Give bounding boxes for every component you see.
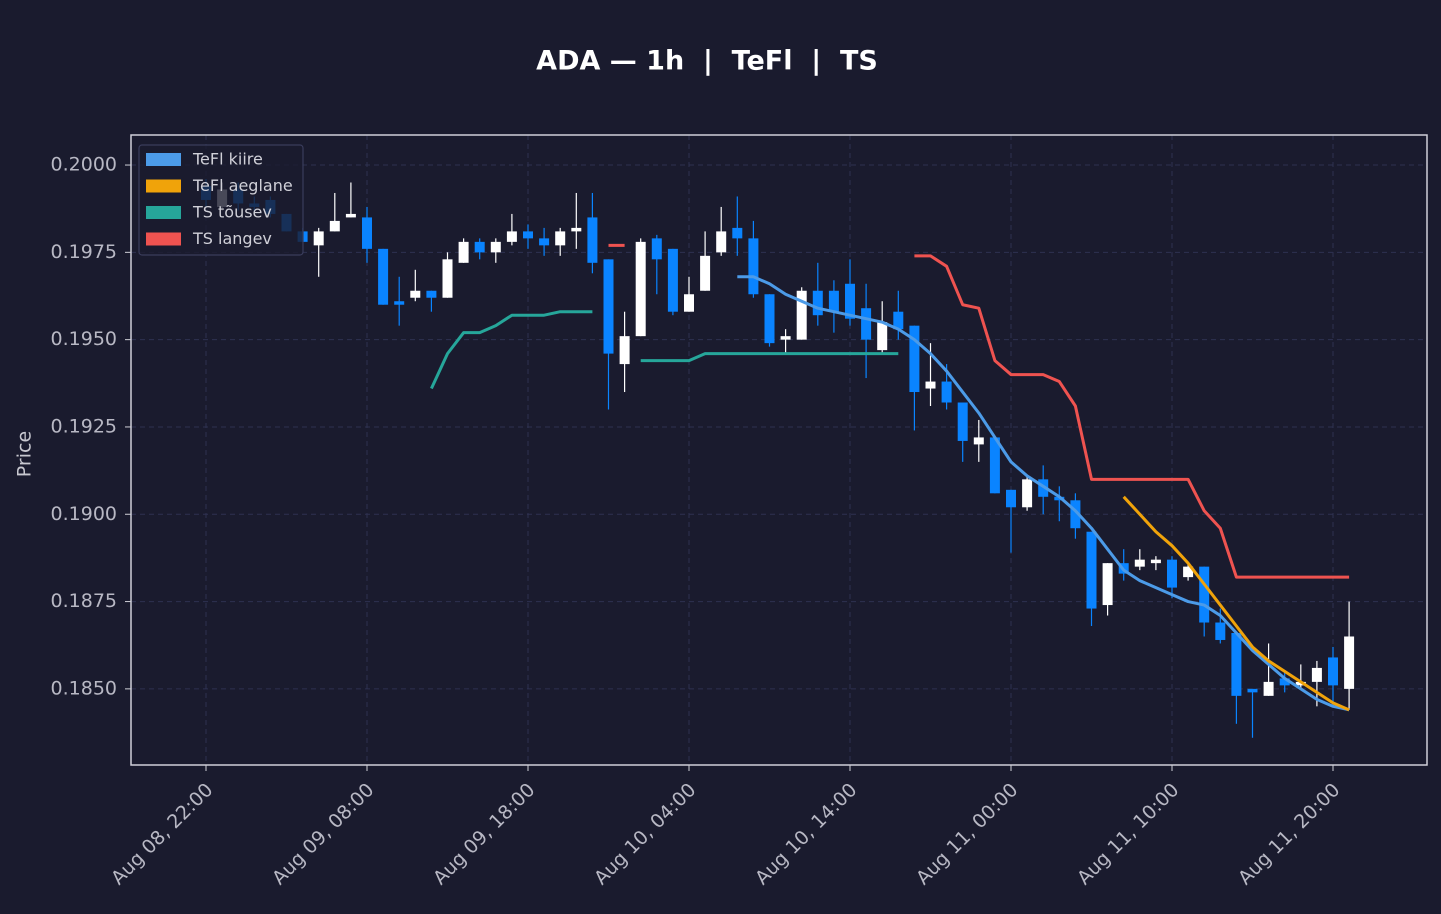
- y-tick-label: 0.1875: [51, 590, 117, 612]
- series-line: [608, 243, 1350, 579]
- y-axis-label: Price: [14, 431, 36, 477]
- candle-body: [941, 381, 952, 403]
- candle-body: [555, 231, 566, 246]
- candle-body: [313, 231, 324, 246]
- candle-body: [474, 241, 485, 253]
- candle-body: [1167, 559, 1177, 588]
- candle-body: [1231, 632, 1242, 696]
- candle-body: [1150, 559, 1161, 564]
- candle-body: [1086, 531, 1097, 609]
- candle-body: [1070, 500, 1081, 529]
- candle-body: [619, 336, 630, 365]
- candle-body: [893, 311, 904, 330]
- series-line: [1122, 495, 1350, 712]
- candle-body: [684, 294, 694, 312]
- candle-body: [700, 255, 711, 291]
- candle-body: [1134, 559, 1145, 567]
- candle-body: [651, 238, 662, 260]
- legend-swatch: [146, 179, 181, 193]
- y-tick-label: 0.1925: [51, 415, 117, 437]
- legend-label: TS langev: [192, 229, 272, 248]
- y-tick-label: 0.1900: [51, 503, 117, 525]
- candle-body: [539, 238, 550, 246]
- candle-body: [442, 259, 453, 298]
- chart-title: ADA — 1h | TeFl | TS: [536, 46, 878, 77]
- candle-body: [603, 259, 614, 354]
- candle-body: [1311, 667, 1322, 682]
- candle-body: [732, 227, 743, 239]
- series-line: [737, 275, 1350, 712]
- candle-body: [796, 290, 807, 340]
- candle-body: [410, 290, 421, 298]
- candle-body: [1199, 566, 1210, 623]
- candle-body: [587, 217, 598, 263]
- candle-body: [1183, 566, 1194, 578]
- candle-body: [812, 290, 823, 316]
- candle-body: [635, 241, 646, 337]
- candle-body: [571, 227, 582, 232]
- legend-label: TS tõusev: [192, 203, 272, 222]
- legend-label: TeFl kiire: [192, 150, 263, 169]
- candle-body: [1328, 657, 1338, 686]
- candle-body: [426, 290, 437, 298]
- candle-body: [378, 248, 389, 305]
- plot-border: [130, 134, 1428, 766]
- candle-body: [764, 294, 775, 344]
- y-tick-label: 0.1975: [51, 241, 117, 263]
- candle-body: [1247, 688, 1258, 693]
- candle-body: [989, 437, 1000, 494]
- legend-swatch: [146, 206, 181, 219]
- candle-body: [780, 336, 791, 340]
- y-tick-label: 0.1950: [51, 328, 117, 350]
- candle-body: [716, 231, 727, 253]
- legend-box: [138, 144, 304, 256]
- candle-body: [1022, 479, 1033, 508]
- candle-body: [1215, 622, 1226, 640]
- series-line: [430, 310, 899, 390]
- candle-body: [973, 437, 984, 445]
- y-tick-label: 0.2000: [51, 154, 117, 176]
- y-tick-label: 0.1850: [51, 677, 117, 699]
- candle-body: [506, 231, 517, 242]
- candle-body: [861, 308, 872, 340]
- candle-body: [490, 241, 501, 253]
- candle-body: [362, 217, 372, 249]
- legend-swatch: [146, 153, 181, 166]
- candle-body: [345, 213, 356, 218]
- candle-body: [1006, 489, 1016, 508]
- candle-body: [1263, 681, 1274, 696]
- legend-label: TeFl aeglane: [192, 176, 293, 195]
- candle-body: [667, 248, 678, 312]
- plot-area: [131, 135, 1427, 765]
- candle-body: [828, 290, 839, 312]
- candle-body: [845, 283, 855, 319]
- candle-body: [1279, 678, 1290, 686]
- candle-body: [458, 241, 469, 263]
- candle-body: [523, 231, 533, 239]
- candle-body: [909, 325, 920, 393]
- candle-body: [329, 220, 340, 232]
- candle-body: [748, 238, 759, 295]
- legend-swatch: [146, 232, 181, 246]
- candle-body: [957, 402, 968, 441]
- candle-body: [1102, 563, 1113, 606]
- candle-body: [877, 322, 888, 351]
- candle-body: [394, 301, 405, 305]
- candle-body: [1344, 636, 1355, 689]
- candle-body: [925, 381, 936, 389]
